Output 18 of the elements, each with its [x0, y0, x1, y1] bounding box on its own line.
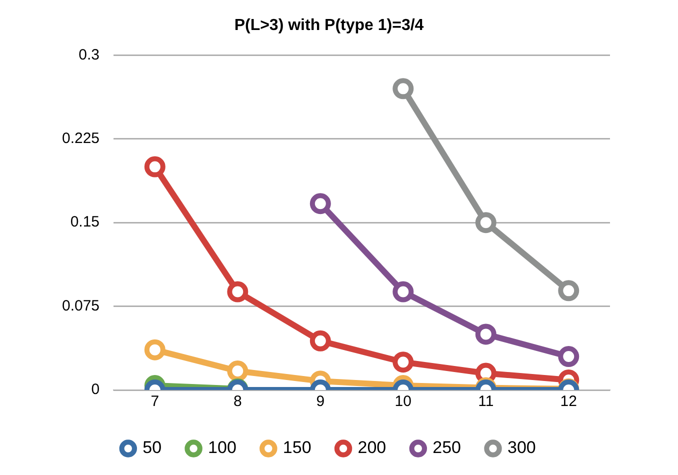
chart-title: P(L>3) with P(type 1)=3/4 — [234, 17, 424, 34]
legend-label: 250 — [432, 438, 462, 458]
y-tick-label: 0.15 — [70, 214, 100, 231]
x-tick-label: 10 — [394, 393, 412, 410]
x-tick-label: 9 — [316, 393, 325, 410]
legend-label: 200 — [358, 438, 386, 458]
y-tick-label: 0.075 — [62, 297, 100, 314]
x-tick-label: 7 — [150, 393, 160, 410]
legend-label: 150 — [282, 438, 312, 458]
x-tick-label: 12 — [560, 393, 577, 410]
x-tick-label: 8 — [233, 393, 242, 410]
legend-label: 300 — [508, 438, 536, 458]
y-tick-label: 0.3 — [78, 46, 100, 64]
x-tick-label: 11 — [478, 393, 494, 410]
y-tick-label: 0 — [91, 381, 100, 398]
legend-label: 50 — [142, 438, 162, 458]
legend-label: 100 — [208, 438, 236, 458]
y-tick-label: 0.225 — [62, 130, 100, 148]
